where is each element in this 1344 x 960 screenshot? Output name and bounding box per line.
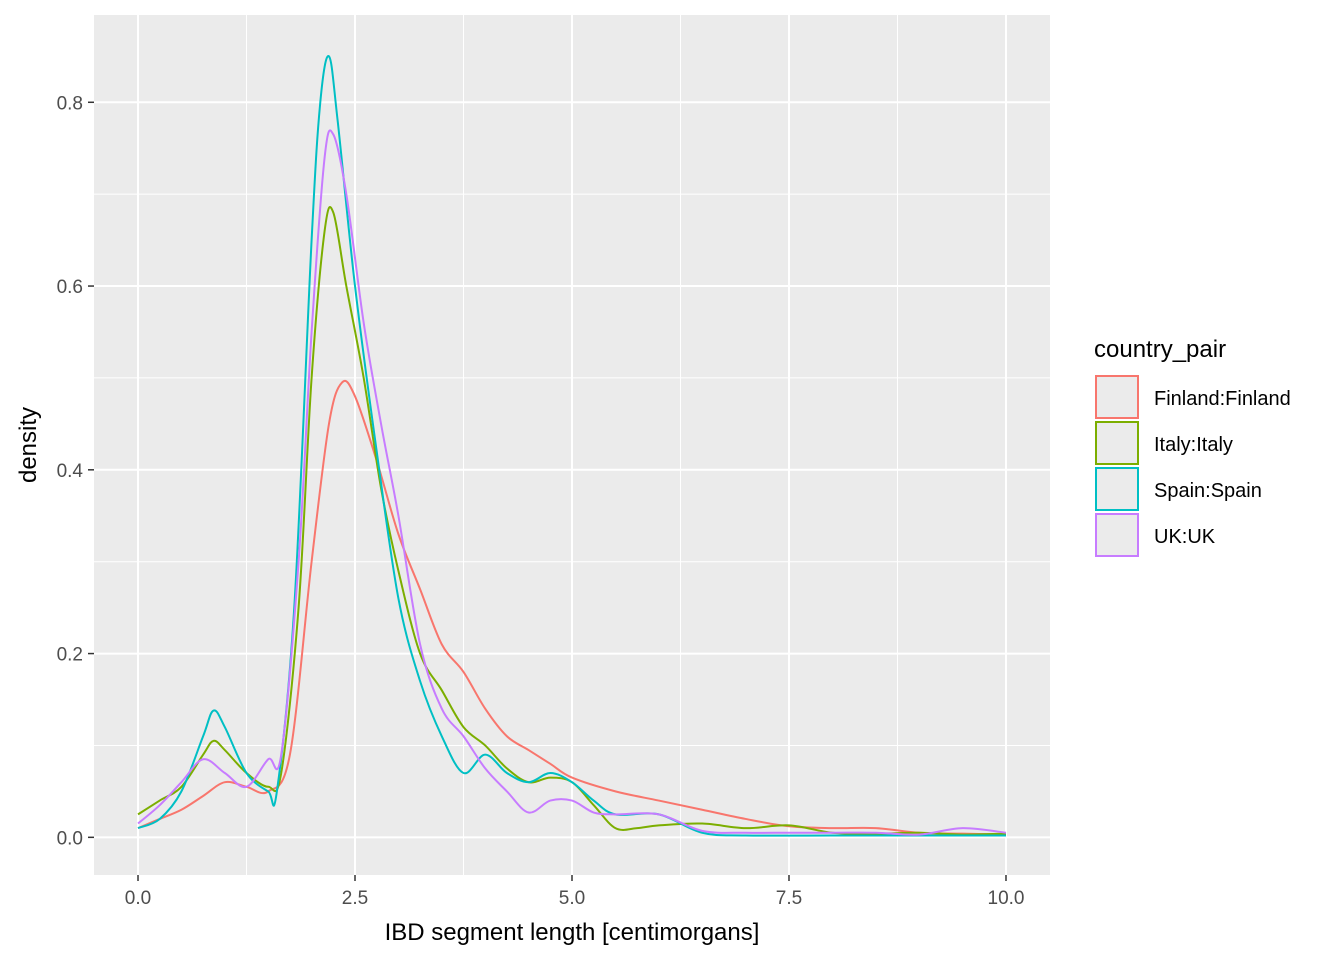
y-axis-label: density <box>15 407 42 483</box>
x-tick-label: 7.5 <box>776 888 802 909</box>
legend-key <box>1095 421 1139 465</box>
major-gridlines <box>94 15 1050 875</box>
x-axis-ticks: 0.0 2.5 5.0 7.5 10.0 <box>125 875 1025 909</box>
x-tick-label: 0.0 <box>125 888 151 909</box>
legend-label: UK:UK <box>1154 526 1216 548</box>
density-line-finland-finland <box>137 379 1007 836</box>
x-tick-label: 2.5 <box>342 888 368 909</box>
legend-title: country_pair <box>1094 336 1226 363</box>
density-line-italy-italy <box>137 206 1007 836</box>
y-tick-label: 0.0 <box>57 828 83 849</box>
legend-label: Spain:Spain <box>1154 480 1262 502</box>
legend-key <box>1095 375 1139 419</box>
legend-label: Italy:Italy <box>1154 434 1233 456</box>
y-tick-label: 0.6 <box>57 277 83 298</box>
y-tick-label: 0.8 <box>57 93 83 114</box>
x-tick-label: 10.0 <box>988 888 1025 909</box>
y-tick-label: 0.4 <box>57 461 84 482</box>
y-axis-ticks: 0.0 0.2 0.4 0.6 0.8 <box>57 93 94 849</box>
legend-label: Finland:Finland <box>1154 388 1291 410</box>
density-lines <box>137 55 1007 837</box>
x-tick-label: 5.0 <box>559 888 585 909</box>
legend-key <box>1095 513 1139 557</box>
x-axis-label: IBD segment length [centimorgans] <box>385 919 760 946</box>
legend-key <box>1095 467 1139 511</box>
density-line-uk-uk <box>137 129 1007 836</box>
y-tick-label: 0.2 <box>57 645 83 666</box>
legend: country_pair Finland:Finland Italy:Italy S… <box>1094 336 1291 557</box>
